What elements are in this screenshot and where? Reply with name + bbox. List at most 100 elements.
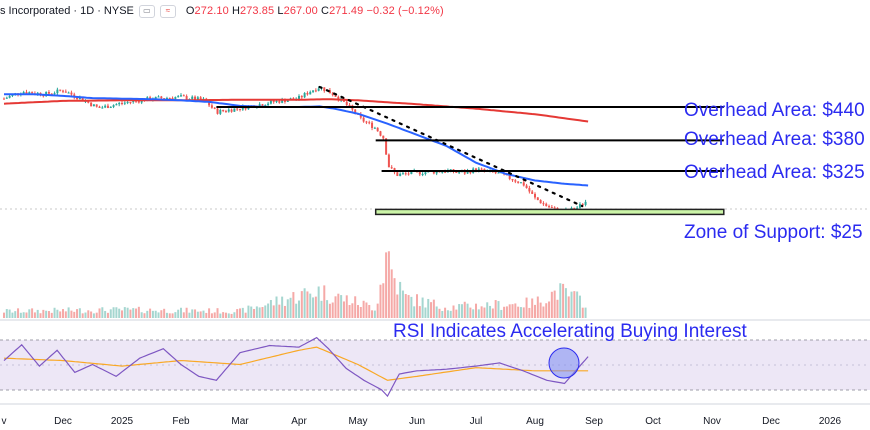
candle (199, 97, 202, 100)
candle (545, 203, 548, 207)
volume-bar (477, 309, 480, 318)
candle (126, 102, 129, 104)
volume-bar (261, 307, 264, 318)
annotation-overhead-325: Overhead Area: $325 (684, 162, 865, 183)
candle (542, 203, 545, 205)
volume-bar (559, 283, 562, 318)
downtrend-line (318, 85, 584, 208)
candle (441, 171, 444, 173)
candle (87, 101, 90, 103)
volume-bar (59, 311, 62, 318)
volume-bar (511, 304, 514, 318)
time-axis-label: Oct (645, 416, 661, 427)
volume-bar (230, 313, 233, 318)
candle (154, 96, 157, 100)
volume-bar (441, 310, 444, 318)
candle (64, 91, 67, 93)
volume-bar (539, 302, 542, 318)
candle (275, 100, 278, 103)
candle (466, 170, 469, 174)
volume-bar (505, 306, 508, 318)
candle (477, 168, 480, 171)
candle (410, 171, 413, 175)
volume-bar (244, 312, 247, 318)
volume-bar (258, 307, 261, 318)
volume-bar (570, 291, 573, 318)
candle (368, 122, 371, 124)
annotation-overhead-380: Overhead Area: $380 (684, 129, 865, 150)
volume-bar (365, 302, 368, 318)
volume-bar (47, 311, 50, 318)
volume-bar (483, 307, 486, 318)
volume-bar (494, 300, 497, 318)
candle (185, 96, 188, 100)
volume-bar (25, 312, 28, 318)
volume-bar (435, 306, 438, 318)
volume-bar (472, 309, 475, 318)
volume-bar (87, 310, 90, 318)
candle (514, 180, 517, 182)
rsi-highlight-circle (548, 347, 580, 379)
candle (365, 121, 368, 123)
volume-bar (550, 291, 553, 318)
volume-bar (250, 306, 253, 318)
volume-bar (309, 293, 312, 318)
volume-bar (418, 306, 421, 318)
candle (171, 98, 174, 100)
candle (121, 102, 123, 104)
volume-bar (404, 294, 407, 318)
candle (258, 104, 261, 107)
volume-bar (427, 298, 430, 318)
volume-bar (531, 298, 534, 318)
volume-bar (323, 285, 326, 318)
volume-bar (525, 297, 528, 318)
candle (106, 105, 109, 108)
candle (267, 103, 270, 106)
volume-bar (224, 312, 227, 318)
candle (210, 105, 213, 108)
volume-bar (84, 312, 87, 318)
time-axis-label: Jul (470, 416, 483, 427)
candle (581, 204, 584, 206)
candle (348, 104, 351, 106)
candle (286, 100, 289, 102)
volume-bar (101, 307, 104, 318)
volume-bar (519, 307, 522, 318)
candle (382, 135, 385, 139)
volume-bar (253, 308, 256, 318)
volume-bar (430, 302, 433, 318)
candle (531, 191, 534, 194)
volume-bar (67, 307, 70, 318)
candle (553, 207, 556, 209)
candle (345, 101, 348, 105)
chart-menu-icon[interactable]: ▭ (138, 4, 155, 18)
symbol-title[interactable]: s Incorporated · 1D · NYSE (0, 5, 134, 17)
volume-bar (222, 312, 225, 318)
indicator-toggle-icon[interactable]: ≈ (159, 4, 176, 18)
time-axis-label: Aug (526, 416, 544, 427)
volume-bar (548, 301, 551, 318)
candle (331, 93, 334, 96)
volume-bar (118, 308, 121, 318)
candle (584, 201, 587, 205)
volume-bar (272, 305, 275, 318)
volume-bar (348, 305, 351, 318)
candle (3, 98, 5, 100)
volume-bar (438, 308, 441, 318)
volume-bar (78, 308, 81, 318)
candle (359, 114, 362, 118)
candle (163, 98, 166, 100)
candle (222, 109, 225, 112)
candle (160, 96, 163, 99)
volume-bar (466, 303, 469, 318)
volume-bar (337, 293, 340, 318)
candle (475, 168, 477, 171)
candle (272, 100, 275, 103)
volume-bar (578, 295, 581, 318)
volume-bar (351, 303, 354, 318)
time-axis: v Dec 2025 Feb Mar Apr May Jun Jul Aug Sep Oct Nov De… (2, 416, 842, 427)
volume-bar (503, 306, 506, 318)
candle (362, 117, 365, 122)
volume-bar (64, 311, 67, 318)
